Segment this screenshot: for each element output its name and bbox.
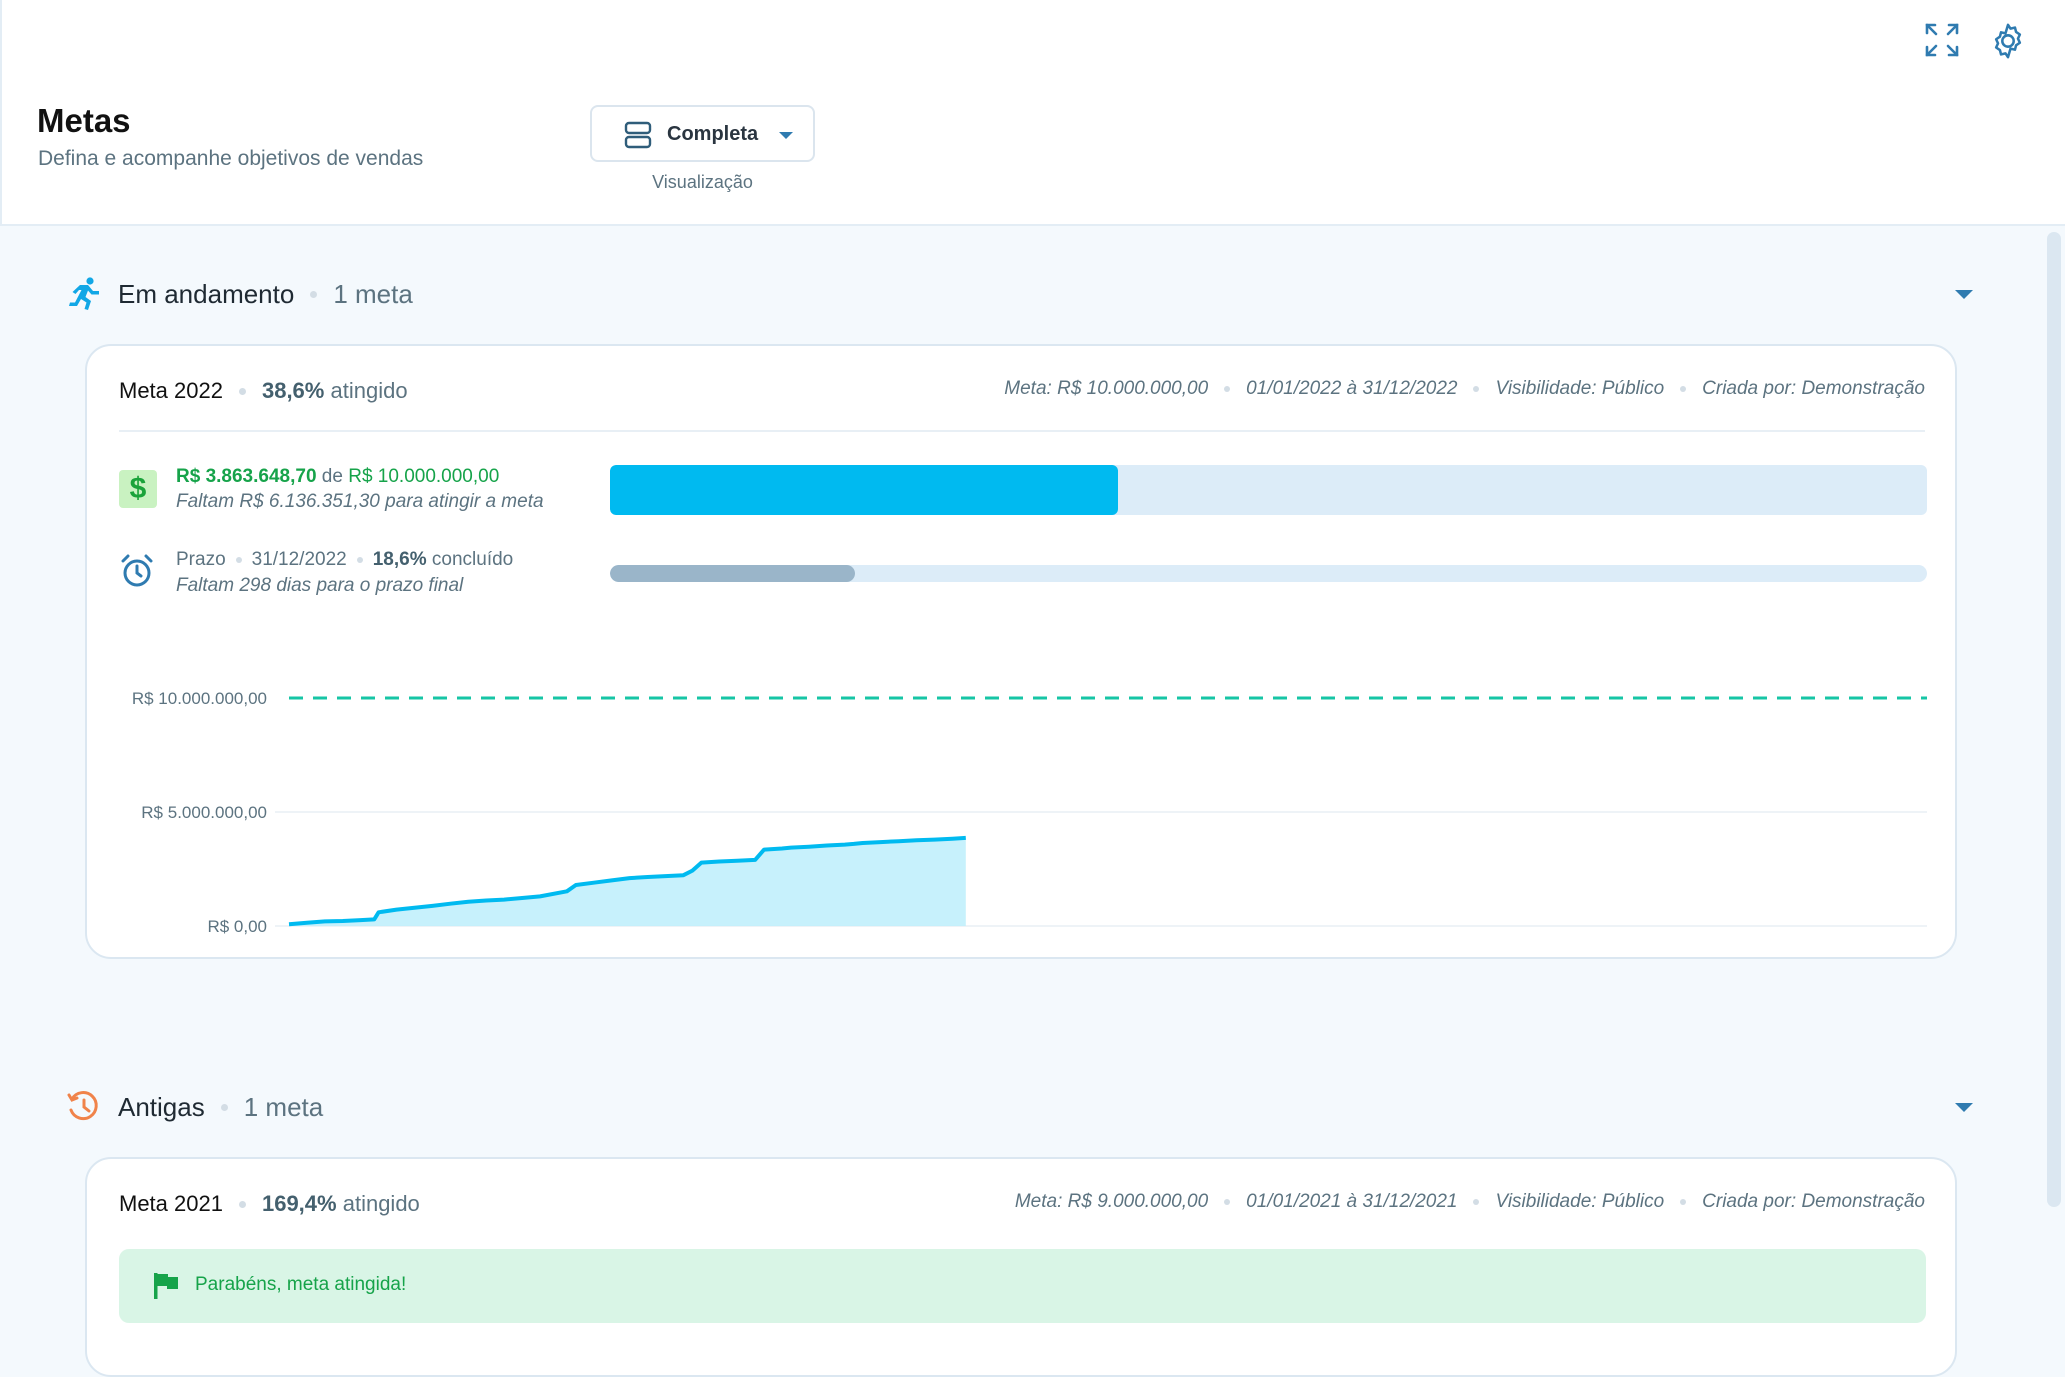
section-old-header[interactable]: Antigas 1 meta [66,1087,323,1127]
separator-dot [238,1200,246,1208]
goal-created-value: Demonstração [1801,1191,1925,1212]
goal-card-active[interactable]: Meta 2022 38,6% atingido Meta: R$ 10.000… [85,344,1957,959]
section-old-count: 1 meta [243,1091,324,1122]
divider [119,430,1925,432]
rows-layout-icon [624,121,652,154]
chevron-down-icon[interactable] [1954,288,1974,306]
goal-card-header: Meta 2022 38,6% atingido [119,376,408,406]
goal-percent: 169,4% atingido [261,1191,420,1216]
goal-percent: 38,6% atingido [261,378,408,403]
section-active-title: Em andamento [118,278,295,309]
chevron-down-icon [777,129,795,147]
section-active-count: 1 meta [333,278,413,309]
goal-meta-info: Meta: R$ 10.000.000,00 01/01/2022 à 31/1… [1004,378,1925,400]
goal-meta-label: Meta: [1004,378,1052,399]
separator-dot [238,387,246,395]
scrollbar-thumb[interactable] [2047,232,2061,1207]
goal-meta-value: R$ 9.000.000,00 [1067,1191,1209,1212]
goal-meta-value: R$ 10.000.000,00 [1057,378,1209,399]
view-selector[interactable]: Completa [590,105,815,162]
separator-dot [220,1103,228,1111]
goal-period: 01/01/2022 à 31/12/2022 [1246,378,1458,399]
success-banner: Parabéns, meta atingida! [119,1249,1926,1323]
goal-visibility-label: Visibilidade: [1495,378,1597,399]
goal-created-value: Demonstração [1801,378,1925,399]
chart-y-tick-label: R$ 10.000.000,00 [132,689,267,708]
running-person-icon [66,276,102,312]
goal-progress-bar [610,465,1927,515]
history-clock-icon [66,1089,102,1125]
chart-y-tick-label: R$ 0,00 [207,917,267,936]
goal-card-header: Meta 2021 169,4% atingido [119,1189,420,1219]
goal-visibility-value: Público [1601,378,1665,399]
separator-dot [310,290,318,298]
goal-created-label: Criada por: [1702,378,1797,399]
goal-card-old[interactable]: Meta 2021 169,4% atingido Meta: R$ 9.000… [85,1157,1957,1377]
goal-progress-fill [610,465,1119,515]
chart-area-fill [289,837,966,926]
goal-chart: R$ 10.000.000,00 R$ 5.000.000,00 R$ 0,00 [132,689,1927,936]
flag-icon [151,1271,181,1306]
goal-name: Meta 2022 [119,378,223,403]
page-subtitle: Defina e acompanhe objetivos de vendas [38,147,424,170]
deadline-text: Prazo 31/12/2022 18,6% concluído [176,549,514,570]
chevron-down-icon[interactable] [1954,1101,1974,1119]
time-progress-fill [610,565,855,582]
goal-visibility-label: Visibilidade: [1495,1191,1597,1212]
chart-series-line [288,835,966,927]
goal-meta-info: Meta: R$ 9.000.000,00 01/01/2021 à 31/12… [1015,1191,1925,1213]
dollar-icon: $ [119,470,157,508]
header: Metas Defina e acompanhe objetivos de ve… [0,0,2065,226]
expand-icon[interactable] [1924,22,1960,63]
days-left-text: Faltam 298 dias para o prazo final [176,575,464,596]
chart-y-tick-label: R$ 5.000.000,00 [141,803,267,822]
goal-created-label: Criada por: [1702,1191,1797,1212]
page-title: Metas [37,102,131,139]
alarm-clock-icon [119,553,155,594]
goal-remaining-text: Faltam R$ 6.136.351,30 para atingir a me… [176,491,544,512]
goal-period: 01/01/2021 à 31/12/2021 [1246,1191,1458,1212]
section-old-title: Antigas [118,1091,205,1122]
success-message: Parabéns, meta atingida! [195,1274,407,1295]
section-active-header[interactable]: Em andamento 1 meta [66,274,413,314]
goal-meta-label: Meta: [1014,1191,1063,1212]
goal-name: Meta 2021 [119,1191,223,1216]
view-selector-caption: Visualização [652,172,753,192]
gear-icon[interactable] [1989,22,2027,65]
goal-achieved-text: R$ 3.863.648,70 de R$ 10.000.000,00 [176,466,500,487]
view-selector-value: Completa [667,123,759,145]
goal-visibility-value: Público [1601,1191,1665,1212]
time-progress-bar [610,565,1927,582]
